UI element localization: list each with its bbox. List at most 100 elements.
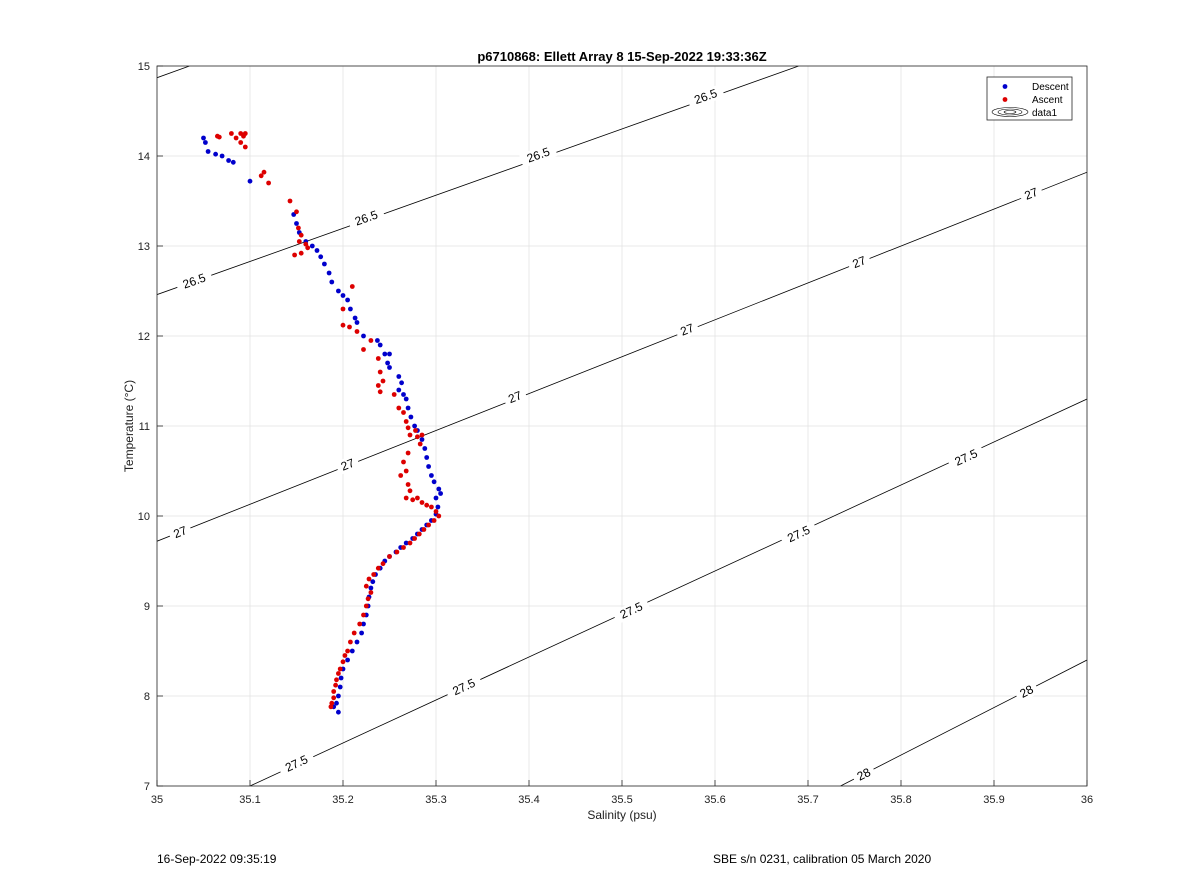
contour-label-group: 27 bbox=[167, 521, 194, 543]
ascent-point bbox=[336, 671, 341, 676]
y-tick-label: 7 bbox=[144, 781, 150, 793]
footer-calibration: SBE s/n 0231, calibration 05 March 2020 bbox=[713, 852, 932, 866]
ascent-point bbox=[431, 518, 437, 523]
descent-point bbox=[336, 709, 341, 715]
data-series bbox=[201, 131, 443, 715]
ascent-point bbox=[233, 135, 239, 141]
ascent-point bbox=[398, 473, 404, 478]
ascent-point bbox=[415, 434, 420, 440]
chart-title: p6710868: Ellett Array 8 15-Sep-2022 19:… bbox=[477, 49, 766, 64]
descent-point bbox=[354, 639, 360, 645]
x-tick-label: 35 bbox=[151, 794, 163, 806]
descent-point bbox=[322, 261, 327, 267]
descent-point bbox=[294, 221, 299, 226]
descent-point bbox=[435, 504, 441, 510]
contour-label-group: 28 bbox=[850, 763, 877, 786]
ascent-point bbox=[258, 173, 264, 179]
density-contours: 26.526.526.526.527272727272727.527.527.5… bbox=[157, 66, 1087, 786]
contour-line bbox=[840, 659, 1087, 786]
y-tick-label: 9 bbox=[144, 601, 150, 613]
ascent-point bbox=[340, 322, 346, 328]
series-ascent bbox=[215, 131, 442, 710]
legend-ascent-marker bbox=[1002, 97, 1008, 102]
ascent-point bbox=[365, 596, 371, 602]
ascent-point bbox=[426, 522, 431, 528]
ascent-point bbox=[375, 383, 381, 388]
ascent-point bbox=[242, 131, 248, 136]
contour-label-bg bbox=[612, 596, 651, 625]
descent-point bbox=[201, 135, 206, 141]
legend: Descent Ascent data1 bbox=[986, 76, 1073, 121]
descent-point bbox=[361, 333, 366, 339]
descent-point bbox=[348, 306, 353, 312]
ascent-point bbox=[394, 549, 400, 555]
contour-label: 27 bbox=[339, 456, 357, 474]
contour-label-group: 27 bbox=[674, 319, 700, 341]
ascent-point bbox=[238, 140, 244, 145]
ascent-point bbox=[340, 306, 346, 312]
footer-timestamp: 16-Sep-2022 09:35:19 bbox=[157, 852, 277, 866]
x-tick-label: 35.2 bbox=[332, 794, 353, 806]
descent-point bbox=[345, 657, 350, 663]
ascent-point bbox=[351, 630, 357, 636]
ascent-point bbox=[349, 284, 355, 289]
ascent-point bbox=[340, 659, 346, 665]
ascent-point bbox=[380, 378, 386, 384]
ascent-point bbox=[345, 648, 350, 654]
ascent-point bbox=[296, 239, 302, 244]
descent-point bbox=[412, 423, 417, 429]
ascent-point bbox=[407, 432, 413, 438]
ascent-point bbox=[216, 134, 222, 140]
x-tick-label: 35.8 bbox=[890, 794, 911, 806]
y-tick-label: 8 bbox=[144, 691, 150, 703]
ascent-point bbox=[363, 603, 369, 609]
descent-point bbox=[396, 374, 402, 379]
descent-point bbox=[226, 158, 232, 163]
ascent-point bbox=[410, 497, 416, 503]
ascent-point bbox=[429, 504, 434, 510]
descent-point bbox=[334, 700, 339, 706]
ascent-point bbox=[371, 572, 377, 577]
y-tick-label: 13 bbox=[138, 241, 150, 253]
ascent-point bbox=[377, 389, 383, 395]
ascent-point bbox=[417, 441, 423, 447]
descent-point bbox=[375, 338, 380, 343]
y-tick-label: 15 bbox=[138, 61, 150, 73]
contour-label-bg bbox=[518, 142, 558, 168]
contour-label-bg bbox=[277, 749, 316, 778]
descent-point bbox=[318, 254, 324, 260]
ascent-point bbox=[403, 468, 409, 474]
descent-point bbox=[438, 491, 443, 496]
descent-point bbox=[336, 693, 341, 699]
contour-label-bg bbox=[167, 521, 194, 543]
y-tick-label: 10 bbox=[138, 511, 150, 523]
descent-point bbox=[399, 380, 404, 386]
descent-point bbox=[396, 387, 402, 393]
contour-line bbox=[157, 171, 1087, 542]
contour-label-group: 27 bbox=[502, 386, 528, 408]
ascent-point bbox=[333, 682, 338, 688]
descent-point bbox=[401, 392, 406, 397]
ascent-point bbox=[342, 653, 348, 658]
descent-point bbox=[387, 365, 392, 370]
contour-label: 28 bbox=[1017, 682, 1036, 701]
contour-label-bg bbox=[1013, 680, 1040, 703]
contour-label-bg bbox=[946, 443, 986, 472]
ascent-point bbox=[401, 410, 406, 415]
ascent-point bbox=[403, 419, 409, 424]
descent-point bbox=[403, 540, 409, 546]
contour-label-bg bbox=[1018, 183, 1045, 205]
contour-line bbox=[249, 398, 1087, 786]
descent-point bbox=[408, 414, 414, 420]
descent-point bbox=[424, 455, 430, 460]
ascent-point bbox=[334, 677, 339, 683]
ascent-point bbox=[347, 324, 352, 330]
descent-point bbox=[405, 405, 411, 411]
descent-point bbox=[429, 473, 434, 478]
contour-label-bg bbox=[686, 83, 726, 110]
ascent-point bbox=[357, 621, 363, 627]
contour-label-bg bbox=[334, 454, 361, 476]
ascent-point bbox=[419, 432, 425, 438]
x-axis-label: Salinity (psu) bbox=[587, 808, 656, 822]
